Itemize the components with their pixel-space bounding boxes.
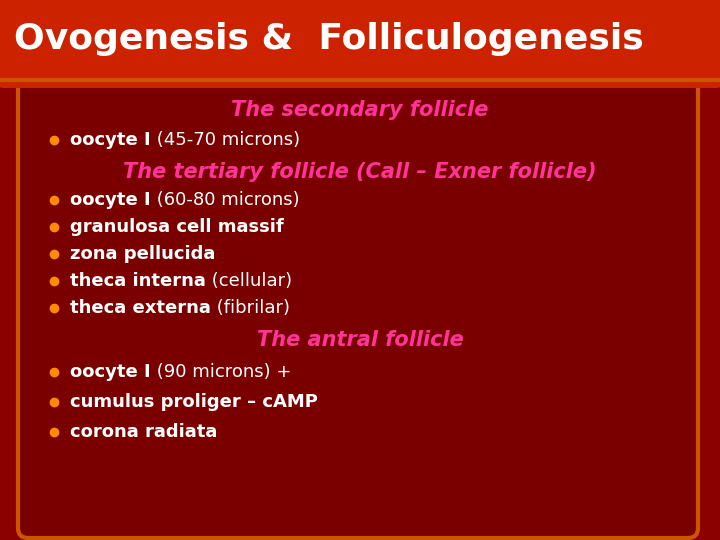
- Text: theca externa: theca externa: [70, 299, 211, 317]
- Text: (cellular): (cellular): [206, 272, 292, 290]
- Text: (45-70 microns): (45-70 microns): [150, 131, 300, 149]
- Text: cumulus proliger – cAMP: cumulus proliger – cAMP: [70, 393, 318, 411]
- Text: The antral follicle: The antral follicle: [256, 330, 464, 350]
- Text: granulosa cell massif: granulosa cell massif: [70, 218, 284, 236]
- Text: (90 microns) +: (90 microns) +: [150, 363, 291, 381]
- FancyBboxPatch shape: [18, 78, 698, 538]
- Text: (60-80 microns): (60-80 microns): [150, 191, 300, 209]
- FancyBboxPatch shape: [0, 0, 720, 88]
- Text: theca interna: theca interna: [70, 272, 206, 290]
- Text: The secondary follicle: The secondary follicle: [231, 100, 489, 120]
- Text: The tertiary follicle (Call – Exner follicle): The tertiary follicle (Call – Exner foll…: [123, 162, 597, 182]
- Text: oocyte I: oocyte I: [70, 191, 150, 209]
- Text: zona pellucida: zona pellucida: [70, 245, 215, 263]
- Text: (fibrilar): (fibrilar): [211, 299, 290, 317]
- Text: corona radiata: corona radiata: [70, 423, 217, 441]
- Text: oocyte I: oocyte I: [70, 363, 150, 381]
- Text: oocyte I: oocyte I: [70, 131, 150, 149]
- Text: Ovogenesis &  Folliculogenesis: Ovogenesis & Folliculogenesis: [14, 22, 644, 56]
